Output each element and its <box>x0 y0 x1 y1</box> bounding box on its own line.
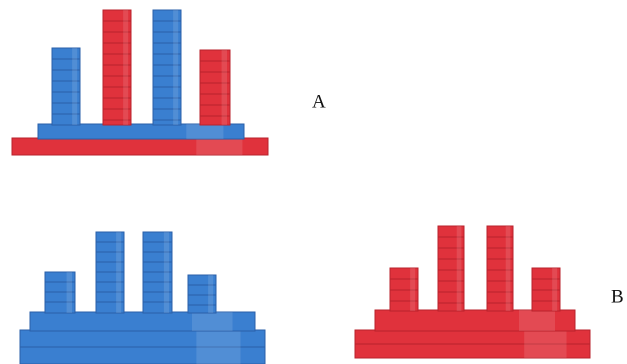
brick-shine <box>186 124 223 139</box>
brick-shine <box>524 330 566 358</box>
brick-block <box>20 330 265 364</box>
brick-block <box>188 275 216 313</box>
brick-shine <box>519 310 555 331</box>
brick-block <box>45 272 75 313</box>
brick-shine <box>208 275 213 313</box>
brick-shine <box>67 272 72 313</box>
brick-block <box>438 226 464 311</box>
brick-block <box>12 138 268 155</box>
brick-block <box>532 268 560 311</box>
brick-shine <box>506 226 511 311</box>
brick-block <box>390 268 418 311</box>
brick-shine <box>72 48 77 125</box>
brick-block <box>143 232 172 313</box>
brick-shine <box>196 138 242 155</box>
brick-shine <box>196 330 240 364</box>
brick-block <box>153 10 181 125</box>
brick-shine <box>222 50 227 125</box>
brick-shine <box>116 232 121 313</box>
brick-shine <box>552 268 557 311</box>
brick-block <box>200 50 230 125</box>
brick-block <box>30 312 255 331</box>
brick-shine <box>164 232 169 313</box>
brick-structures <box>12 10 590 364</box>
brick-shine <box>457 226 462 311</box>
brick-block <box>355 330 590 358</box>
label-a: A <box>312 91 326 112</box>
label-b: B <box>611 286 624 307</box>
brick-block <box>487 226 513 311</box>
brick-block <box>103 10 131 125</box>
brick-block <box>375 310 575 331</box>
brick-shine <box>410 268 415 311</box>
brick-shine <box>173 10 178 125</box>
brick-block <box>96 232 124 313</box>
brick-shine <box>123 10 128 125</box>
figure: A B <box>0 0 627 364</box>
brick-shine <box>192 312 233 331</box>
brick-block <box>38 124 244 139</box>
brick-block <box>52 48 80 125</box>
